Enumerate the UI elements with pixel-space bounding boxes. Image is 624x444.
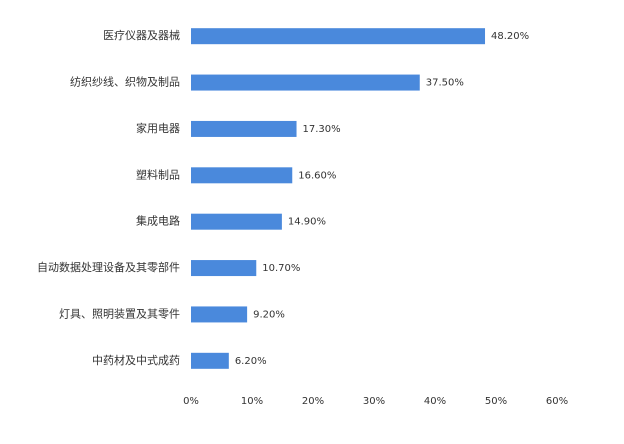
value-label: 48.20%	[491, 31, 529, 42]
bar	[191, 213, 282, 230]
value-label: 6.20%	[235, 356, 267, 367]
x-tick-label: 60%	[546, 396, 568, 407]
x-tick-label: 50%	[485, 396, 507, 407]
y-tick-label: 家用电器	[136, 121, 180, 135]
x-tick-label: 30%	[363, 396, 385, 407]
value-label: 10.70%	[262, 263, 300, 274]
bar	[191, 352, 229, 369]
bar	[191, 74, 420, 91]
y-tick-label: 集成电路	[136, 214, 180, 228]
value-label: 9.20%	[253, 309, 285, 320]
y-tick-label: 塑料制品	[136, 167, 180, 181]
value-label: 17.30%	[303, 124, 341, 135]
bar	[191, 120, 297, 137]
y-tick-label: 纺织纱线、织物及制品	[70, 75, 180, 89]
x-tick-label: 20%	[302, 396, 324, 407]
value-label: 16.60%	[298, 170, 336, 181]
bar	[191, 306, 248, 323]
value-label: 37.50%	[426, 78, 464, 89]
y-tick-label: 中药材及中式成药	[92, 353, 180, 367]
x-tick-label: 0%	[183, 396, 199, 407]
y-tick-label: 灯具、照明装置及其零件	[59, 307, 180, 320]
x-tick-label: 10%	[241, 396, 263, 407]
bar	[191, 28, 486, 45]
y-tick-label: 自动数据处理设备及其零部件	[37, 260, 180, 274]
bar	[191, 167, 293, 184]
x-tick-label: 40%	[424, 396, 446, 407]
y-tick-label: 医疗仪器及器械	[103, 28, 180, 42]
value-label: 14.90%	[288, 217, 326, 228]
bar	[191, 260, 257, 277]
